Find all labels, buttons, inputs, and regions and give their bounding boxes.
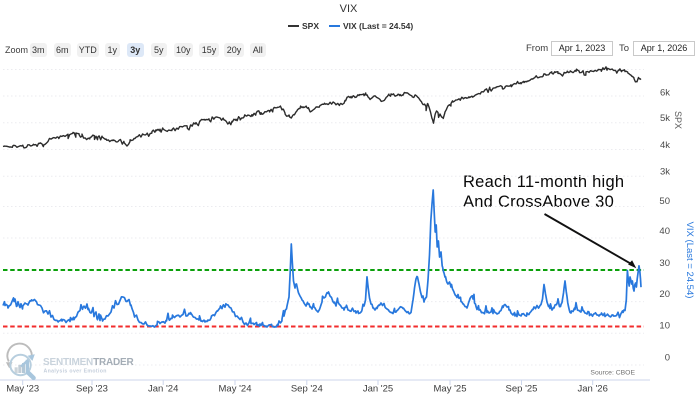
svg-text:30: 30 xyxy=(659,258,670,269)
svg-text:Jan '26: Jan '26 xyxy=(578,384,608,395)
svg-text:Source: CBOE: Source: CBOE xyxy=(590,370,635,377)
svg-text:VIX (Last = 24.54): VIX (Last = 24.54) xyxy=(684,222,695,299)
svg-text:Jan '25: Jan '25 xyxy=(363,384,393,395)
svg-text:May '24: May '24 xyxy=(219,384,252,395)
svg-text:Sep '24: Sep '24 xyxy=(291,384,323,395)
svg-text:40: 40 xyxy=(659,226,670,237)
svg-text:Sep '23: Sep '23 xyxy=(76,384,108,395)
svg-text:5k: 5k xyxy=(660,113,670,124)
svg-text:SENTIMENTRADER: SENTIMENTRADER xyxy=(43,357,135,368)
svg-text:50: 50 xyxy=(659,196,670,207)
svg-text:May '23: May '23 xyxy=(6,384,39,395)
svg-text:10: 10 xyxy=(659,321,670,332)
svg-text:6k: 6k xyxy=(660,88,670,99)
svg-text:3k: 3k xyxy=(660,167,670,178)
svg-text:4k: 4k xyxy=(660,140,670,151)
svg-text:SPX: SPX xyxy=(673,111,683,129)
svg-text:Jan '24: Jan '24 xyxy=(148,384,178,395)
svg-text:Analysis over Emotion: Analysis over Emotion xyxy=(44,368,107,374)
svg-text:May '25: May '25 xyxy=(434,384,467,395)
svg-text:0: 0 xyxy=(665,353,670,364)
svg-text:20: 20 xyxy=(659,289,670,300)
svg-text:Sep '25: Sep '25 xyxy=(506,384,538,395)
